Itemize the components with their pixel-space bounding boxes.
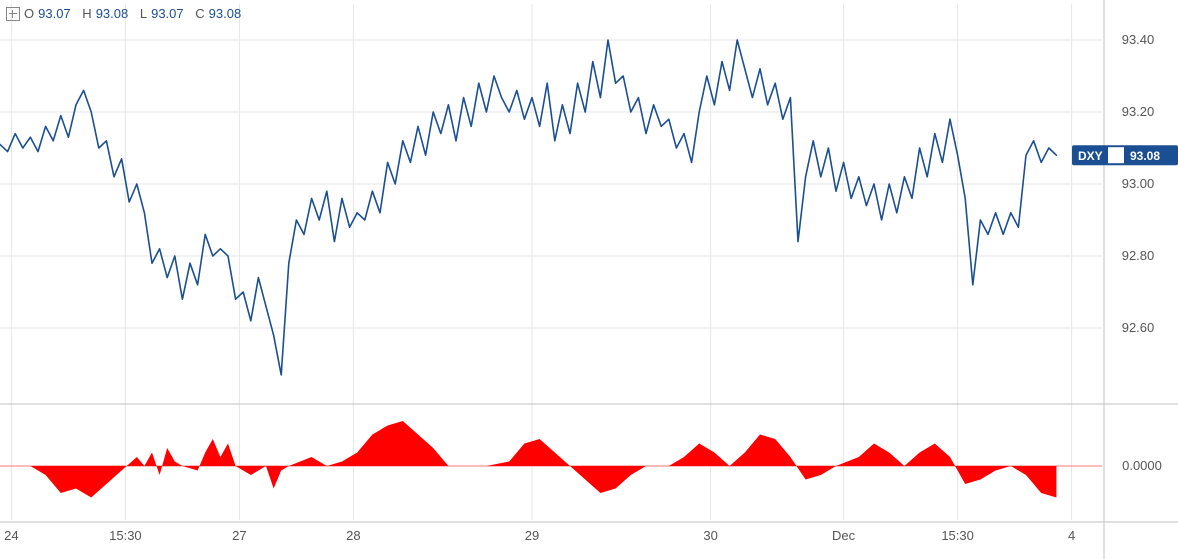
x-axis-label: 28	[346, 528, 360, 543]
oscillator-zero-label: 0.0000	[1122, 458, 1162, 473]
price-badge-symbol: DXY	[1078, 149, 1103, 163]
expand-icon[interactable]	[6, 7, 20, 21]
chart-container: O 93.07 H 93.08 L 93.07 C 93.08 93.4093.…	[0, 0, 1178, 559]
ohlc-legend: O 93.07 H 93.08 L 93.07 C 93.08	[6, 6, 241, 21]
price-y-label: 92.80	[1122, 248, 1155, 263]
x-axis-label: 15:30	[109, 528, 142, 543]
price-badge-separator	[1108, 147, 1124, 163]
ohlc-low-label: L	[140, 6, 147, 21]
ohlc-low-value: 93.07	[151, 6, 184, 21]
x-axis-label: 29	[525, 528, 539, 543]
ohlc-high-label: H	[82, 6, 91, 21]
x-axis-label: Dec	[832, 528, 856, 543]
price-y-label: 92.60	[1122, 320, 1155, 335]
price-y-label: 93.40	[1122, 32, 1155, 47]
ohlc-open-value: 93.07	[38, 6, 71, 21]
ohlc-open-label: O	[24, 6, 34, 21]
chart-svg[interactable]: 93.40 93.20 93.00 92.80 92.60 24 15:30 27 28 29 30…	[0, 0, 1178, 559]
ohlc-high-value: 93.08	[96, 6, 129, 21]
x-axis-label: 30	[703, 528, 717, 543]
price-y-label: 93.20	[1122, 104, 1155, 119]
ohlc-close-value: 93.08	[209, 6, 242, 21]
price-line	[0, 40, 1056, 375]
x-axis-label: 4	[1068, 528, 1075, 543]
ohlc-close-label: C	[195, 6, 204, 21]
oscillator-area	[0, 421, 1056, 498]
x-axis-label: 15:30	[941, 528, 974, 543]
x-axis-label: 27	[232, 528, 246, 543]
price-badge-value: 93.08	[1130, 149, 1160, 163]
x-axis-label: 24	[4, 528, 18, 543]
price-y-label: 93.00	[1122, 176, 1155, 191]
